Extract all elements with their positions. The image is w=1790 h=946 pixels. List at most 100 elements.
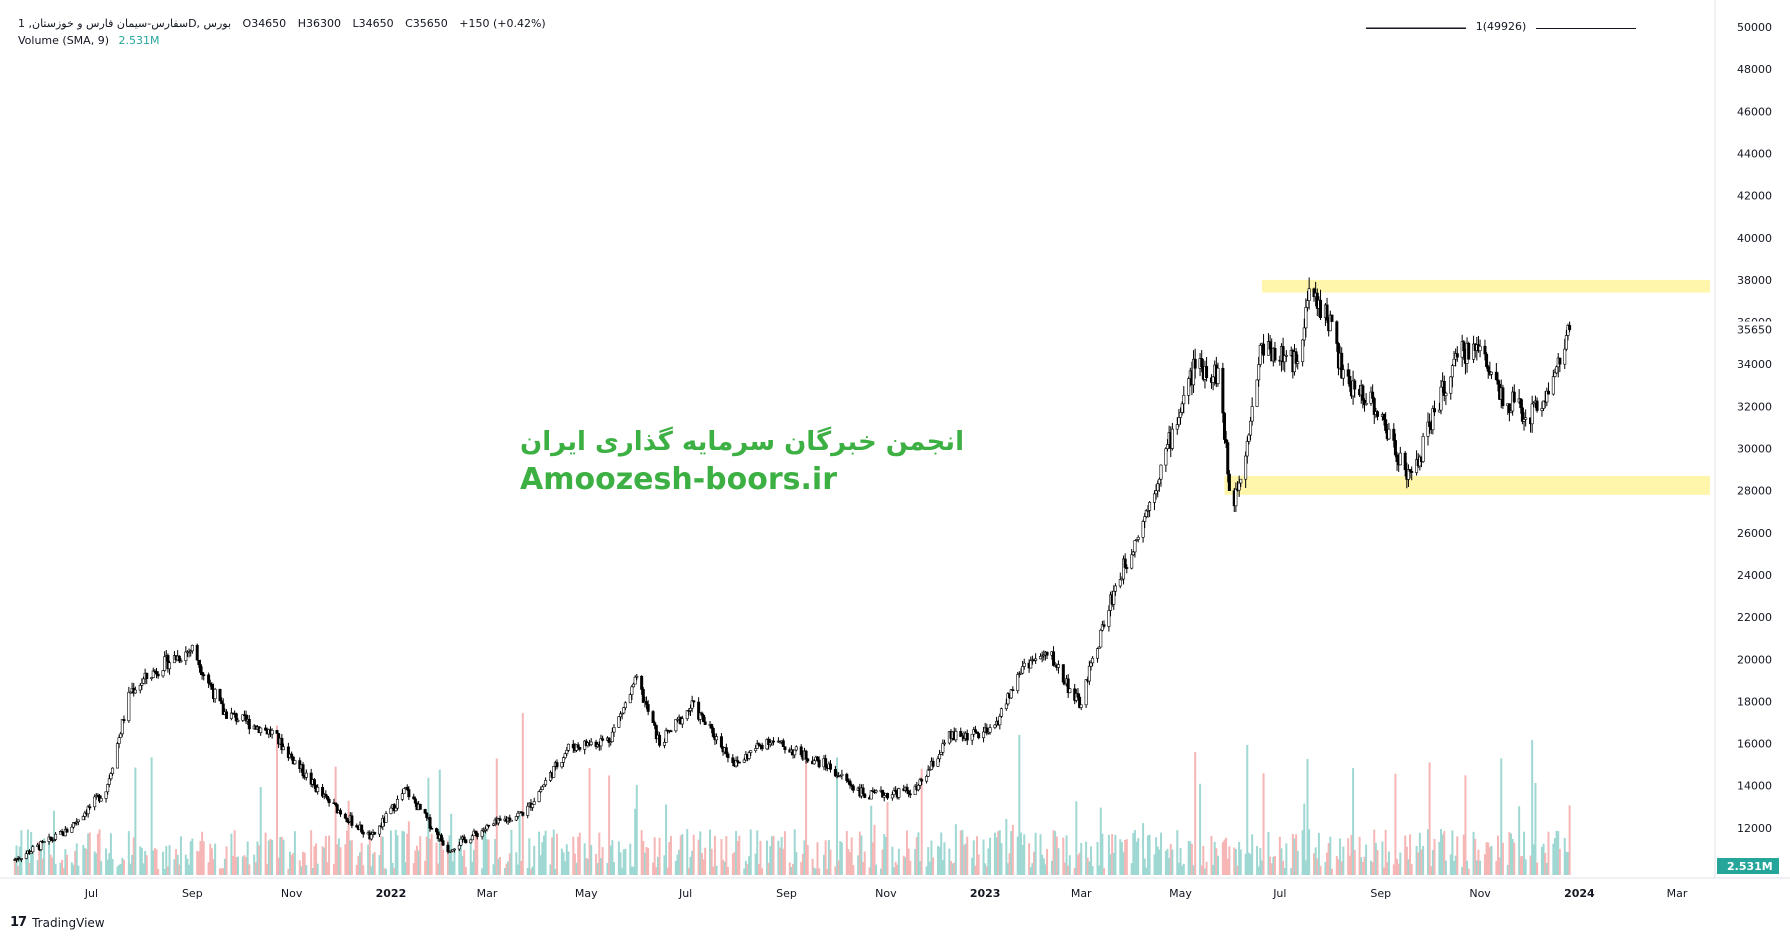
volume-bar — [1524, 859, 1527, 875]
candle-body — [566, 743, 570, 751]
candle-body — [799, 746, 803, 756]
volume-bar — [1464, 775, 1467, 875]
candle-body — [168, 662, 172, 670]
volume-bar — [1130, 863, 1133, 875]
candle-body — [1348, 375, 1352, 387]
candle-body — [1216, 367, 1220, 384]
candle-body — [1519, 398, 1523, 409]
volume-bar — [210, 848, 213, 875]
candle-body — [360, 824, 364, 833]
volume-bar — [393, 868, 396, 875]
candle-body — [1148, 502, 1152, 511]
candle-body — [936, 758, 940, 767]
candle-body — [42, 841, 46, 843]
candle-body — [293, 760, 297, 765]
volume-bar — [235, 857, 238, 875]
candle-body — [840, 773, 844, 776]
volume-bar — [279, 837, 282, 875]
volume-bar — [1358, 836, 1361, 875]
volume-bar — [109, 833, 112, 875]
volume-bar — [883, 834, 886, 875]
candle-body — [54, 833, 58, 840]
volume-bar — [487, 839, 490, 875]
candle-body — [19, 858, 23, 860]
volume-bar — [993, 832, 996, 875]
volume-bar — [1383, 867, 1386, 875]
candle-body — [1193, 358, 1197, 369]
volume-bar — [800, 862, 803, 875]
volume-bar — [756, 830, 759, 875]
candle-body — [1467, 342, 1471, 360]
volume-bar — [1158, 849, 1161, 875]
volume-bar — [324, 836, 327, 875]
volume-bar — [510, 829, 513, 875]
volume-bar — [1005, 818, 1008, 875]
candle-body — [1319, 299, 1323, 318]
volume-bar — [417, 850, 420, 875]
candle-body — [1486, 366, 1490, 372]
candle-body — [141, 678, 145, 684]
volume-bar — [1472, 831, 1475, 875]
candle-body — [1296, 361, 1300, 364]
volume-bar — [438, 769, 441, 875]
volume-bar — [1487, 842, 1490, 875]
candle-body — [1143, 516, 1147, 522]
volume-bar — [43, 838, 46, 875]
candle-body — [236, 719, 240, 722]
candle-body — [1164, 448, 1168, 466]
candle-body — [475, 833, 479, 837]
volume-bar — [759, 840, 762, 875]
candle-body — [111, 767, 115, 774]
volume-bar — [230, 833, 233, 875]
candle-body — [607, 737, 611, 743]
candle-body — [1551, 376, 1555, 395]
candle-body — [1478, 345, 1482, 352]
tradingview-logo[interactable]: 17 TradingView — [10, 915, 105, 930]
candle-body — [664, 729, 668, 743]
volume-bar — [554, 868, 557, 875]
candle-body — [301, 764, 305, 777]
volume-bar — [873, 824, 876, 875]
candle-body — [312, 779, 316, 786]
volume-bar — [494, 839, 497, 875]
candle-body — [1346, 369, 1350, 377]
volume-bar — [1107, 834, 1110, 875]
volume-bar — [712, 866, 715, 875]
volume-bar — [492, 864, 495, 875]
volume-bar — [245, 857, 248, 875]
volume-bar — [1519, 856, 1522, 875]
candle-body — [1170, 428, 1174, 449]
candle-body — [1444, 392, 1448, 396]
volume-bar — [1449, 854, 1452, 875]
x-tick-label: 2024 — [1564, 887, 1595, 900]
candle-body — [1244, 455, 1248, 480]
candle-body — [163, 656, 167, 671]
volume-bar — [83, 847, 86, 875]
volume-bar — [738, 835, 741, 875]
volume-bar — [427, 777, 430, 875]
volume-bar — [943, 842, 946, 875]
volume-bar — [51, 857, 54, 875]
candle-body — [179, 660, 183, 663]
volume-bar — [539, 855, 542, 875]
volume-bar — [927, 847, 930, 875]
candle-body — [1496, 379, 1500, 385]
drawing-legend[interactable]: 1(49926) — [1366, 20, 1636, 33]
volume-badge-label: 2.531M — [1727, 860, 1773, 873]
candle-body — [1568, 325, 1572, 330]
volume-bar — [1146, 835, 1149, 875]
candle-body — [195, 644, 199, 661]
volume-bar — [1132, 833, 1135, 875]
volume-bar — [1441, 834, 1444, 875]
volume-bar — [280, 836, 283, 875]
volume-bar — [783, 831, 786, 875]
volume-bar — [1291, 833, 1294, 875]
change-value: +150 (+0.42%) — [459, 17, 546, 30]
volume-bar — [735, 831, 738, 875]
candle-body — [407, 789, 411, 798]
volume-bar — [1238, 842, 1241, 875]
candle-body — [578, 747, 582, 750]
candle-body — [270, 730, 274, 735]
